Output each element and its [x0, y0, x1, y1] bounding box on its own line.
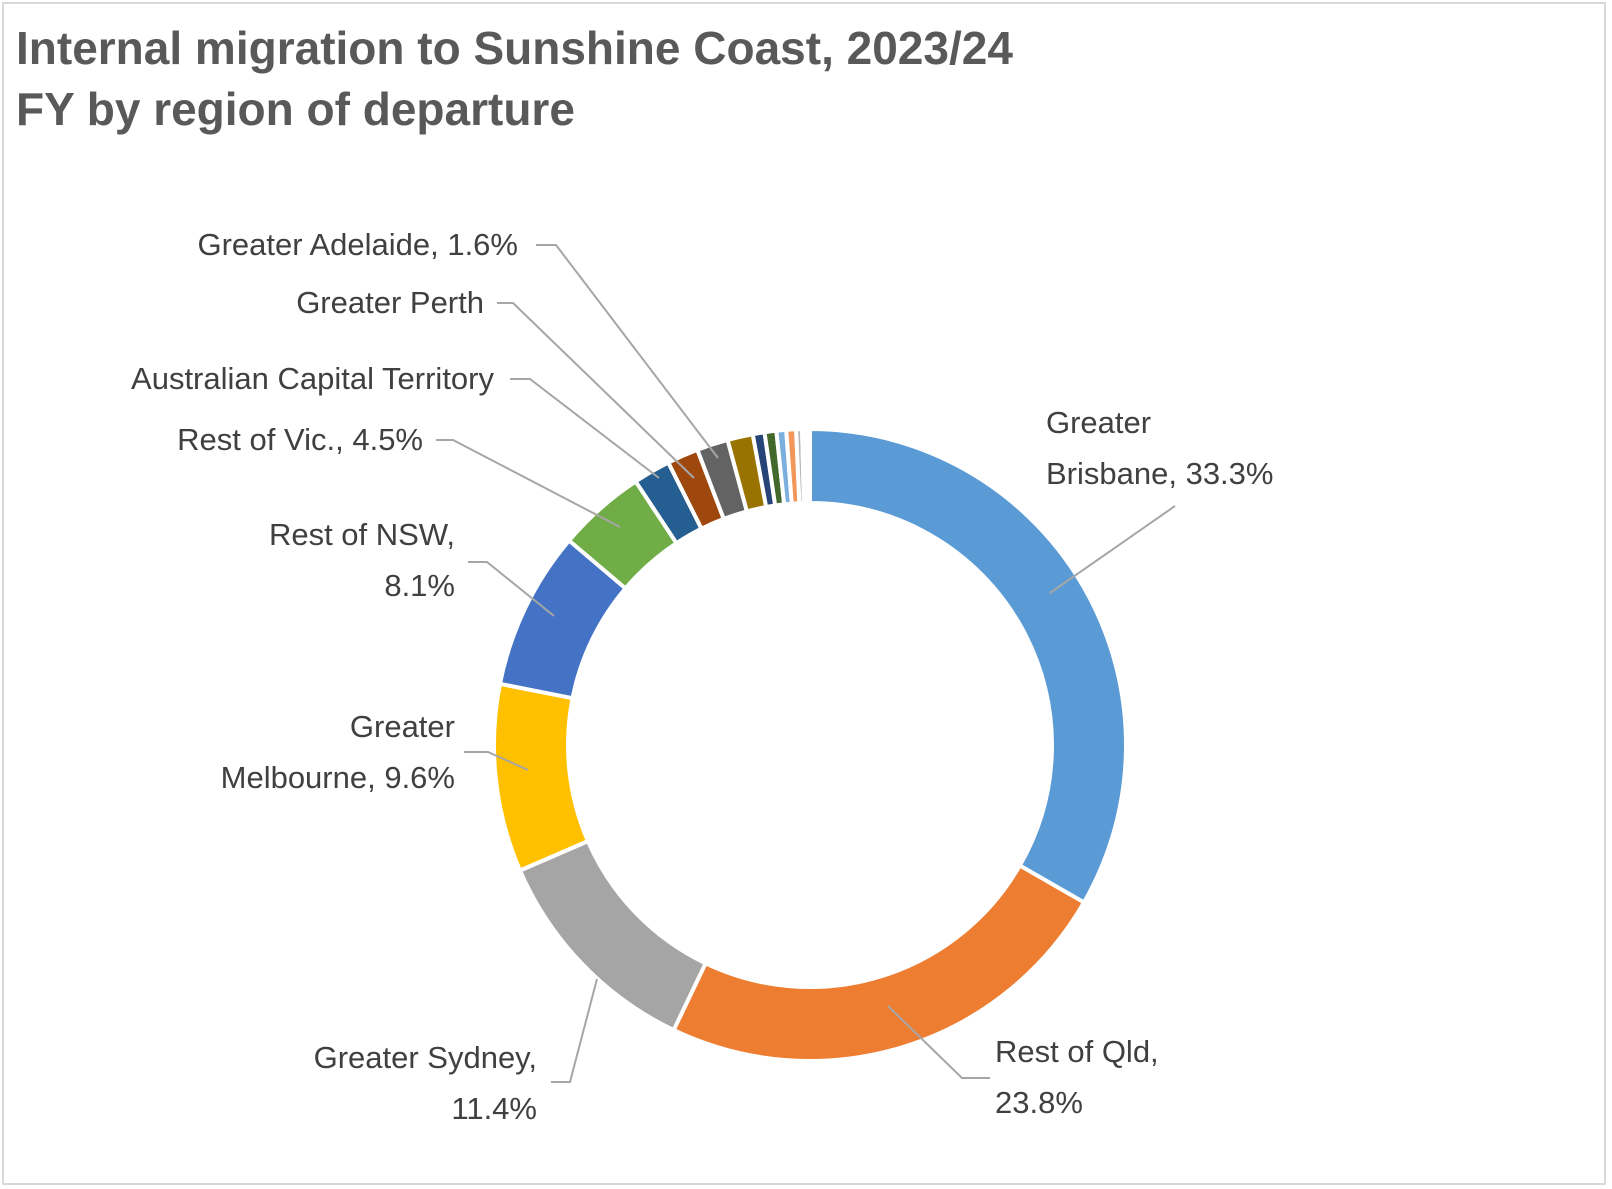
data-label-rest-of-qld-line-1: Rest of Qld,	[995, 1034, 1159, 1069]
leader-line-greater-melbourne	[464, 751, 529, 771]
data-label-greater-sydney-line-2: 11.4%	[451, 1091, 537, 1126]
slice-greater-melbourne	[492, 681, 590, 873]
slice-rest-of-qld	[671, 863, 1086, 1063]
data-label-greater-sydney-line-1: Greater Sydney,	[314, 1040, 537, 1075]
leader-line-rest-of-nsw	[468, 561, 555, 617]
leader-lines	[436, 244, 1176, 1083]
chart-title: Internal migration to Sunshine Coast, 20…	[16, 18, 1316, 140]
slice-greater-brisbane	[808, 427, 1128, 905]
chart-title-line-1: Internal migration to Sunshine Coast, 20…	[16, 22, 1013, 74]
data-label-greater-brisbane-line-2: Brisbane, 33.3%	[1046, 456, 1273, 491]
leader-line-greater-sydney	[551, 978, 598, 1083]
leader-line-rest-of-qld	[887, 1005, 990, 1079]
data-label-greater-perth: Greater Perth	[296, 285, 484, 320]
chart-title-line-2: FY by region of departure	[16, 83, 575, 135]
doughnut-slices	[492, 427, 1128, 1063]
leader-line-australian-capital-territory	[510, 378, 660, 479]
data-label-rest-of-nsw-line-1: Rest of NSW,	[269, 517, 455, 552]
data-label-australian-capital-territory: Australian Capital Territory	[131, 361, 494, 396]
leader-line-greater-brisbane	[1049, 505, 1176, 594]
slice-other-region-8	[804, 427, 812, 506]
data-label-greater-melbourne-line-1: Greater	[350, 709, 455, 744]
data-label-rest-of-qld-line-2: 23.8%	[995, 1085, 1083, 1120]
leader-line-greater-perth	[497, 302, 695, 479]
data-label-greater-adelaide: Greater Adelaide, 1.6%	[197, 227, 518, 262]
leader-line-rest-of-vic	[436, 439, 621, 528]
data-labels: Greater Brisbane, 33.3% Rest of Qld, 23.8% G…	[131, 227, 1273, 1126]
data-label-rest-of-nsw-line-2: 8.1%	[384, 568, 455, 603]
data-label-greater-brisbane-line-1: Greater	[1046, 405, 1151, 440]
data-label-rest-of-vic: Rest of Vic., 4.5%	[177, 422, 423, 457]
leader-line-greater-adelaide	[536, 244, 719, 459]
data-label-greater-melbourne-line-2: Melbourne, 9.6%	[221, 760, 455, 795]
slice-greater-sydney	[517, 839, 708, 1033]
